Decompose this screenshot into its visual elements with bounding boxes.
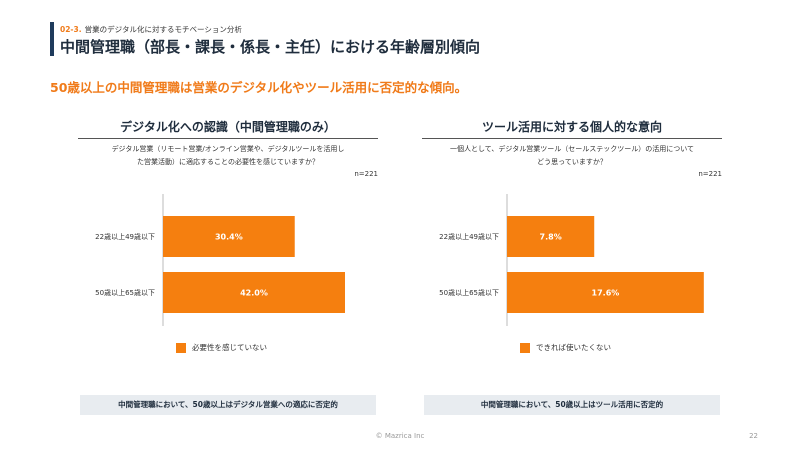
headline: 50歳以上の中間管理職は営業のデジタル化やツール活用に否定的な傾向。 xyxy=(50,80,468,95)
panel-divider xyxy=(422,138,722,139)
bar-value-label: 30.4% xyxy=(215,233,243,242)
summary-box: 中間管理職において、50歳以上はツール活用に否定的 xyxy=(424,395,720,415)
bar xyxy=(507,216,595,257)
page-title: 中間管理職（部長・課長・係長・主任）における年齢層別傾向 xyxy=(60,38,481,56)
panel-digital-awareness: デジタル化への認識（中間管理職のみ） デジタル営業（リモート営業/オンライン営業… xyxy=(78,118,378,418)
category-label: 22歳以上49歳以下 xyxy=(439,232,499,241)
bar-chart-digital-awareness: 22歳以上49歳以下 30.4% 50歳以上65歳以下 42.0% xyxy=(95,194,345,326)
bar-chart-tool-intention: 22歳以上49歳以下 7.8% 50歳以上65歳以下 17.6% xyxy=(439,194,704,326)
legend-label: できれば使いたくない xyxy=(536,343,611,352)
category-label: 50歳以上65歳以下 xyxy=(95,288,155,297)
section-label: 営業のデジタル化に対するモチベーション分析 xyxy=(84,25,242,34)
bar-value-label: 42.0% xyxy=(240,289,268,298)
panel-title: デジタル化への認識（中間管理職のみ） xyxy=(120,120,336,134)
sample-size: n=221 xyxy=(698,170,722,178)
survey-question: 一個人として、デジタル営業ツール（セールステックツール）の活用について どう思っ… xyxy=(422,143,722,169)
summary-box: 中間管理職において、50歳以上はデジタル営業への適応に否定的 xyxy=(80,395,376,415)
question-line-1: デジタル営業（リモート営業/オンライン営業や、デジタルツールを活用し xyxy=(111,145,345,153)
question-line-2: た営業活動）に適応することの必要性を感じていますか？ xyxy=(137,158,319,166)
panel-divider xyxy=(78,138,378,139)
survey-question: デジタル営業（リモート営業/オンライン営業や、デジタルツールを活用し た営業活動… xyxy=(78,143,378,169)
copyright: © Mazrica Inc xyxy=(375,432,425,440)
title-accent-bar xyxy=(50,22,54,56)
bar xyxy=(163,216,295,257)
panel-title: ツール活用に対する個人的な意向 xyxy=(481,120,662,134)
category-label: 22歳以上49歳以下 xyxy=(95,232,155,241)
category-label: 50歳以上65歳以下 xyxy=(439,288,499,297)
question-line-1: 一個人として、デジタル営業ツール（セールステックツール）の活用について xyxy=(449,145,695,153)
legend-swatch xyxy=(520,342,530,353)
bar-value-label: 17.6% xyxy=(592,289,620,298)
legend-label: 必要性を感じていない xyxy=(192,343,267,352)
question-line-2: どう思っていますか？ xyxy=(537,158,607,166)
bar xyxy=(163,272,345,313)
bar xyxy=(507,272,704,313)
page-number: 22 xyxy=(749,432,758,440)
chart-legend: できれば使いたくない xyxy=(520,342,611,353)
bar-value-label: 7.8% xyxy=(540,233,562,242)
section-subtitle: 02-3. 営業のデジタル化に対するモチベーション分析 xyxy=(60,24,242,35)
legend-swatch xyxy=(176,342,186,353)
section-number: 02-3. xyxy=(60,25,82,34)
sample-size: n=221 xyxy=(354,170,378,178)
panel-tool-intention: ツール活用に対する個人的な意向 一個人として、デジタル営業ツール（セールステック… xyxy=(422,118,722,418)
chart-legend: 必要性を感じていない xyxy=(176,342,267,353)
